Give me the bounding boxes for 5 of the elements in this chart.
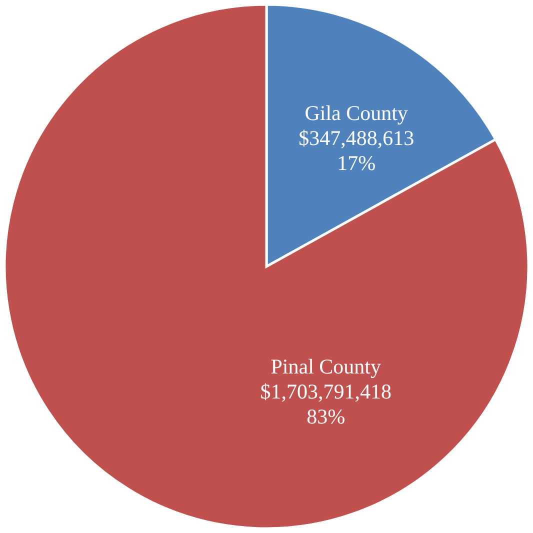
data-label: $1,703,791,418 83% (260, 379, 392, 428)
slice-label: Pinal County (270, 354, 382, 378)
data-label: $347,488,613 17% (298, 126, 414, 175)
pie-slice (3, 3, 530, 530)
slice-label: Gila County (304, 100, 408, 125)
